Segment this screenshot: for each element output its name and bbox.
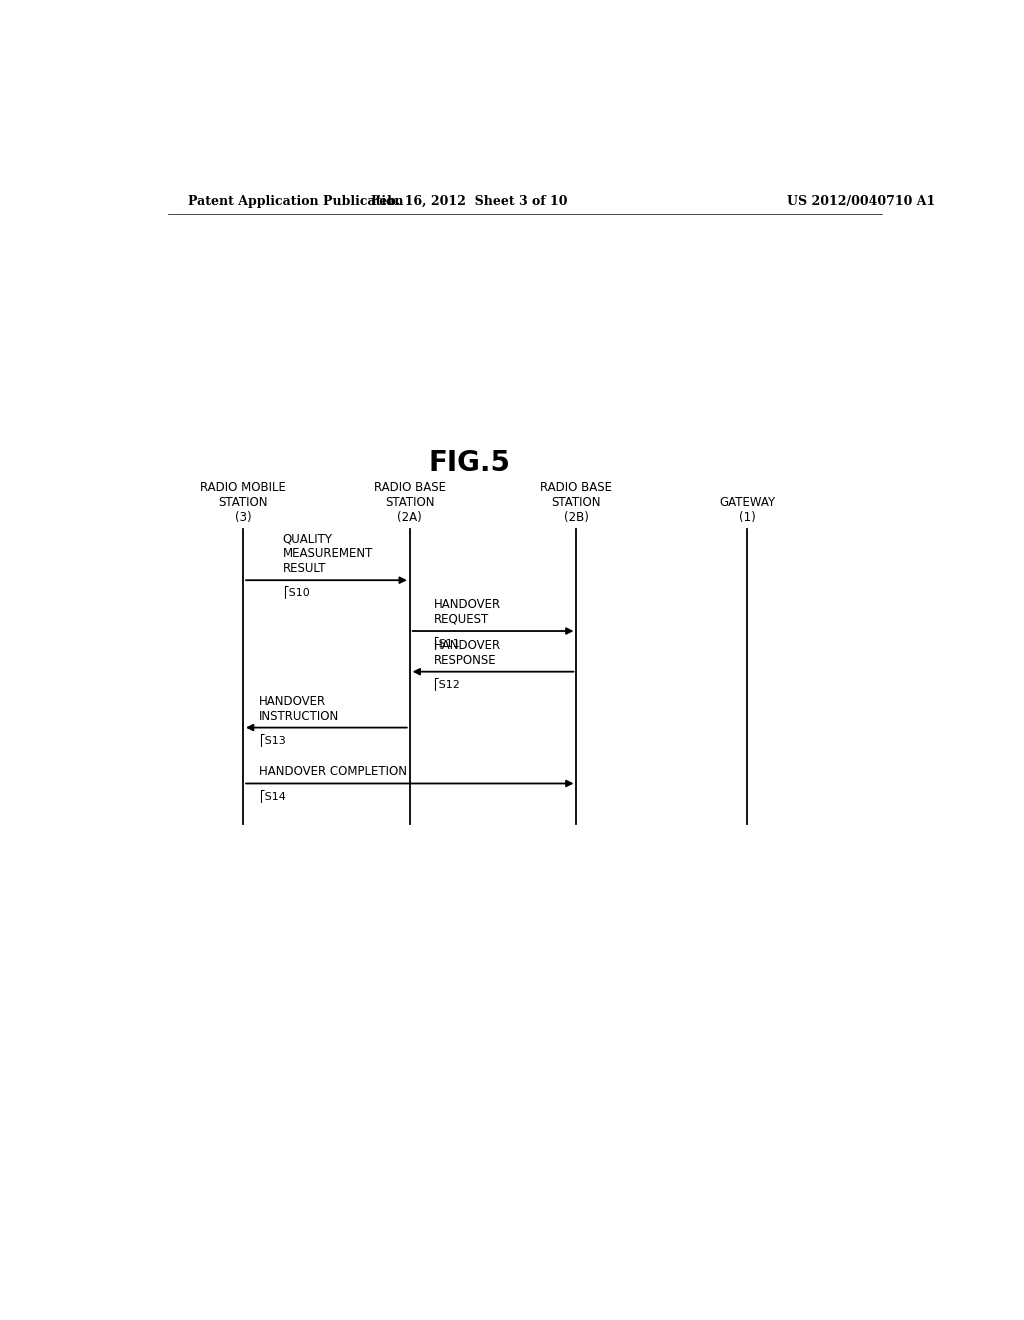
- Text: ⎡S11: ⎡S11: [433, 636, 460, 649]
- Text: ⎡S14: ⎡S14: [259, 788, 286, 801]
- Text: RADIO MOBILE
STATION
(3): RADIO MOBILE STATION (3): [200, 482, 286, 524]
- Text: HANDOVER
INSTRUCTION: HANDOVER INSTRUCTION: [259, 694, 339, 722]
- Text: RADIO BASE
STATION
(2A): RADIO BASE STATION (2A): [374, 482, 445, 524]
- Text: QUALITY
MEASUREMENT
RESULT: QUALITY MEASUREMENT RESULT: [283, 532, 373, 576]
- Text: GATEWAY
(1): GATEWAY (1): [719, 496, 775, 524]
- Text: HANDOVER
REQUEST: HANDOVER REQUEST: [433, 598, 501, 626]
- Text: ⎡S10: ⎡S10: [283, 585, 309, 598]
- Text: HANDOVER
RESPONSE: HANDOVER RESPONSE: [433, 639, 501, 667]
- Text: US 2012/0040710 A1: US 2012/0040710 A1: [786, 194, 935, 207]
- Text: Patent Application Publication: Patent Application Publication: [187, 194, 403, 207]
- Text: FIG.5: FIG.5: [428, 449, 510, 478]
- Text: HANDOVER COMPLETION: HANDOVER COMPLETION: [259, 766, 407, 779]
- Text: Feb. 16, 2012  Sheet 3 of 10: Feb. 16, 2012 Sheet 3 of 10: [371, 194, 567, 207]
- Text: ⎡S13: ⎡S13: [259, 733, 286, 746]
- Text: ⎡S12: ⎡S12: [433, 677, 461, 690]
- Text: RADIO BASE
STATION
(2B): RADIO BASE STATION (2B): [541, 482, 612, 524]
